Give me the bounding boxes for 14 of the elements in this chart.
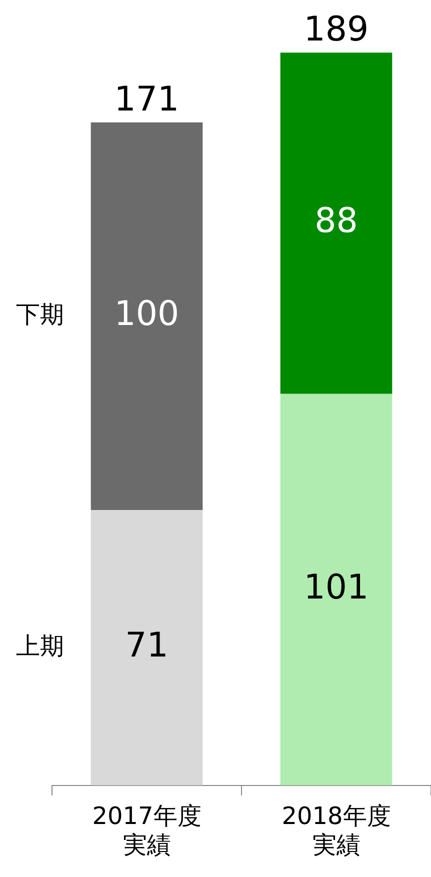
data-label: 88 bbox=[314, 201, 358, 242]
x-tick-label: 2017年度実績 bbox=[92, 802, 202, 859]
bar bbox=[280, 394, 392, 786]
data-label: 101 bbox=[304, 567, 369, 608]
total-label: 171 bbox=[114, 79, 180, 120]
series-label: 上期 bbox=[16, 632, 64, 660]
bar bbox=[280, 52, 392, 394]
x-tick-label: 2018年度実績 bbox=[282, 802, 391, 859]
data-label: 71 bbox=[125, 626, 168, 666]
bar bbox=[90, 510, 203, 786]
series-label: 下期 bbox=[16, 300, 64, 329]
total-label: 189 bbox=[304, 9, 369, 50]
bar bbox=[90, 122, 203, 510]
data-label: 100 bbox=[114, 294, 180, 334]
